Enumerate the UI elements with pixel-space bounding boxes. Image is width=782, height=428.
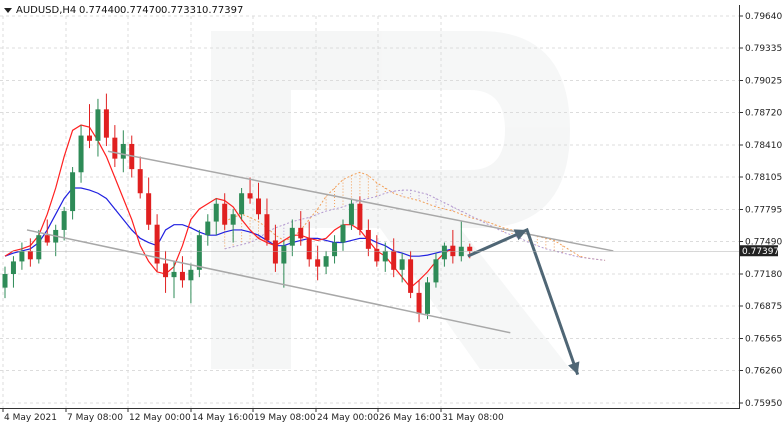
candle-body bbox=[27, 250, 33, 260]
candle-body bbox=[2, 274, 8, 288]
candle-body bbox=[44, 235, 50, 243]
candle-body bbox=[146, 193, 152, 225]
candle-body bbox=[289, 227, 295, 246]
candle-body bbox=[416, 292, 422, 314]
y-tick-label: 0.78410 bbox=[745, 141, 782, 151]
candle-body bbox=[365, 229, 371, 249]
candle-body bbox=[433, 259, 439, 283]
grid-lines bbox=[0, 15, 739, 408]
price-axis-ticks: 0.79640 0.79335 0.79025 0.78720 0.78410 0.781… bbox=[739, 12, 782, 409]
high-value: 0.77470 bbox=[120, 5, 161, 16]
collapse-triangle-icon[interactable] bbox=[4, 8, 12, 13]
candle-body bbox=[425, 282, 430, 314]
candle-body bbox=[391, 250, 397, 270]
candles bbox=[2, 93, 473, 323]
open-value: 0.77440 bbox=[79, 5, 120, 16]
y-tick-label: 0.78720 bbox=[745, 108, 782, 118]
y-tick-label: 0.77490 bbox=[745, 237, 782, 247]
candle-body bbox=[348, 203, 354, 225]
candle-body bbox=[323, 256, 329, 267]
drawing-overlays bbox=[0, 150, 739, 376]
candle-body bbox=[272, 240, 278, 264]
candle-body bbox=[374, 248, 380, 262]
candle-body bbox=[306, 238, 312, 260]
axes bbox=[0, 5, 740, 409]
candle-body bbox=[467, 246, 473, 251]
candle-body bbox=[120, 143, 126, 159]
x-tick-label: 12 May 00:00 bbox=[129, 413, 191, 423]
candle-body bbox=[441, 245, 447, 260]
x-tick-label: 24 May 00:00 bbox=[317, 413, 379, 423]
candle-body bbox=[230, 214, 236, 225]
candle-body bbox=[188, 269, 194, 281]
candle-body bbox=[36, 235, 42, 260]
forecast-arrow-head-down bbox=[568, 361, 580, 375]
candle-body bbox=[179, 271, 185, 281]
candle-body bbox=[222, 203, 228, 225]
low-value: 0.77331 bbox=[161, 5, 202, 16]
candle-body bbox=[154, 224, 160, 264]
senkou-span-b bbox=[224, 189, 606, 261]
candle-body bbox=[239, 193, 245, 215]
current-price-label: 0.77397 bbox=[740, 245, 779, 257]
candle-body bbox=[408, 259, 414, 293]
candle-body bbox=[315, 259, 321, 267]
x-tick-label: 26 May 16:00 bbox=[379, 413, 441, 423]
y-tick-label: 0.79640 bbox=[745, 12, 782, 22]
y-tick-label: 0.78105 bbox=[745, 173, 782, 183]
current-price-text: 0.77397 bbox=[742, 247, 779, 257]
x-tick-label: 14 May 16:00 bbox=[192, 413, 254, 423]
y-tick-label: 0.75950 bbox=[745, 399, 782, 409]
candle-body bbox=[137, 169, 143, 194]
chart-header: AUDUSD,H4 0.77440 0.77470 0.77331 0.7739… bbox=[4, 5, 243, 16]
y-tick-label: 0.76875 bbox=[745, 302, 782, 312]
candle-body bbox=[213, 203, 219, 222]
candle-body bbox=[103, 109, 109, 138]
x-tick-label: 19 May 08:00 bbox=[254, 413, 316, 423]
candle-body bbox=[10, 261, 16, 274]
candle-body bbox=[382, 250, 388, 262]
candle-body bbox=[61, 211, 67, 230]
candle-body bbox=[163, 263, 169, 278]
y-tick-label: 0.79335 bbox=[745, 44, 782, 54]
candle-body bbox=[281, 245, 287, 264]
kijun-sen-line bbox=[4, 187, 453, 257]
time-axis-ticks: 4 May 2021 7 May 08:00 12 May 00:00 14 May … bbox=[2, 408, 504, 423]
candle-body bbox=[450, 245, 456, 257]
candle-body bbox=[399, 259, 405, 270]
x-tick-label: 4 May 2021 bbox=[4, 413, 57, 423]
candle-body bbox=[112, 137, 118, 159]
y-tick-label: 0.77180 bbox=[745, 270, 782, 280]
x-tick-label: 7 May 08:00 bbox=[67, 413, 123, 423]
candle-body bbox=[247, 193, 253, 199]
close-value: 0.77397 bbox=[202, 5, 243, 16]
candle-body bbox=[298, 227, 304, 239]
candle-body bbox=[95, 109, 101, 141]
candle-body bbox=[78, 135, 84, 173]
y-tick-label: 0.76565 bbox=[745, 335, 782, 345]
candle-body bbox=[264, 214, 270, 241]
y-tick-label: 0.77795 bbox=[745, 206, 782, 216]
candle-body bbox=[171, 271, 177, 278]
y-tick-label: 0.76260 bbox=[745, 366, 782, 376]
y-tick-label: 0.79025 bbox=[745, 77, 782, 87]
x-tick-label: 31 May 08:00 bbox=[442, 413, 504, 423]
candle-body bbox=[196, 235, 202, 270]
candle-body bbox=[340, 224, 346, 243]
candle-body bbox=[357, 203, 363, 230]
forecast-arrow-head-up bbox=[513, 229, 527, 241]
channel-lower-line bbox=[26, 229, 511, 334]
candle-body bbox=[205, 221, 211, 236]
current-price-badge bbox=[740, 245, 778, 257]
candle-body bbox=[256, 198, 261, 215]
candle-body bbox=[19, 250, 25, 262]
candle-body bbox=[332, 242, 338, 257]
candle-body bbox=[87, 135, 92, 141]
candle-body bbox=[70, 172, 76, 212]
symbol-label: AUDUSD,H4 bbox=[16, 5, 76, 16]
